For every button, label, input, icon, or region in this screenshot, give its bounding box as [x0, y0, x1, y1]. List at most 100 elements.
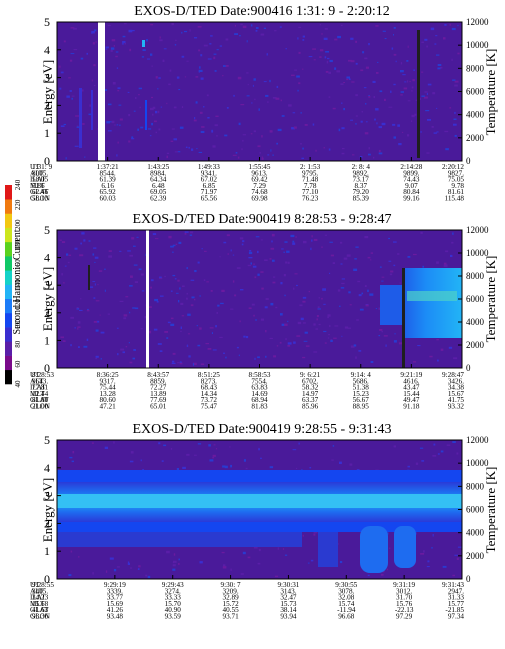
noise-speck — [284, 294, 286, 297]
noise-speck — [406, 60, 409, 62]
noise-speck — [138, 268, 142, 271]
noise-speck — [261, 156, 263, 159]
noise-speck — [452, 574, 455, 577]
noise-speck — [71, 95, 75, 97]
noise-speck — [307, 562, 310, 564]
colorbar-swatch — [5, 369, 12, 385]
orbit-cell: 47.21 — [100, 403, 117, 411]
noise-speck — [281, 248, 284, 250]
noise-speck — [198, 49, 201, 52]
noise-speck — [358, 294, 362, 297]
noise-speck — [310, 247, 312, 251]
panel-1-feature — [142, 40, 145, 47]
noise-speck — [234, 33, 238, 35]
noise-speck — [203, 44, 208, 47]
noise-speck — [401, 131, 404, 133]
noise-speck — [203, 106, 205, 108]
noise-speck — [379, 266, 382, 268]
noise-speck — [431, 126, 434, 128]
noise-speck — [346, 78, 349, 81]
noise-speck — [111, 39, 116, 42]
noise-speck — [70, 316, 74, 319]
noise-speck — [457, 24, 459, 27]
noise-speck — [315, 149, 317, 152]
noise-speck — [454, 84, 458, 87]
noise-speck — [125, 296, 129, 298]
right-tick-label: 6000 — [466, 505, 485, 515]
noise-speck — [158, 442, 161, 445]
noise-speck — [361, 111, 363, 113]
noise-speck — [180, 330, 182, 332]
noise-speck — [204, 250, 207, 252]
noise-speck — [421, 460, 425, 462]
noise-speck — [265, 298, 269, 300]
noise-speck — [117, 90, 120, 92]
noise-speck — [375, 25, 379, 27]
noise-speck — [291, 127, 295, 130]
noise-speck — [66, 95, 70, 98]
noise-speck — [421, 95, 425, 97]
orbit-cell: 9899. — [403, 169, 419, 177]
noise-speck — [234, 24, 236, 27]
noise-speck — [437, 67, 441, 70]
noise-speck — [70, 344, 72, 347]
noise-speck — [108, 121, 113, 123]
orbit-row-label: UT — [30, 581, 40, 589]
noise-speck — [451, 241, 454, 244]
noise-speck — [261, 135, 263, 138]
noise-speck — [437, 64, 442, 66]
noise-speck — [376, 122, 378, 125]
noise-speck — [297, 37, 299, 40]
orbit-cell: 41.26 — [107, 606, 124, 614]
noise-speck — [223, 241, 227, 244]
noise-speck — [120, 348, 125, 351]
noise-speck — [170, 448, 173, 450]
orbit-cell: 31.33 — [448, 594, 465, 602]
colorbar-swatch — [5, 270, 12, 285]
panel-2-right-ticks: 0 2000 4000 6000 8000 10000 12000 — [458, 225, 489, 373]
noise-speck — [319, 49, 324, 52]
noise-speck — [240, 104, 245, 106]
orbit-cell: 8:43:57 — [147, 371, 169, 379]
noise-speck — [445, 250, 449, 253]
noise-speck — [328, 334, 330, 336]
noise-speck — [290, 234, 295, 238]
noise-speck — [255, 319, 257, 321]
orbit-cell: 49.47 — [403, 396, 420, 404]
noise-speck — [258, 548, 261, 552]
noise-speck — [200, 54, 203, 57]
noise-speck — [91, 442, 94, 444]
noise-speck — [188, 146, 190, 149]
noise-speck — [367, 289, 369, 292]
orbit-cell: 9892. — [353, 169, 369, 177]
noise-speck — [346, 254, 351, 257]
panel-3-band-core — [57, 494, 462, 508]
noise-speck — [199, 111, 203, 114]
noise-speck — [135, 97, 137, 99]
noise-speck — [426, 45, 428, 48]
noise-speck — [283, 251, 285, 253]
noise-speck — [280, 282, 283, 285]
right-tick-label: 0 — [466, 156, 471, 166]
noise-speck — [140, 126, 144, 129]
noise-speck — [373, 96, 375, 99]
orbit-cell: 97.29 — [396, 613, 413, 621]
noise-speck — [186, 60, 189, 62]
noise-speck — [230, 464, 232, 468]
noise-speck — [398, 342, 403, 345]
orbit-cell: 93.36 — [32, 613, 49, 621]
noise-speck — [368, 153, 371, 156]
noise-speck — [279, 26, 282, 28]
noise-speck — [129, 311, 131, 314]
noise-speck — [178, 241, 182, 244]
noise-speck — [213, 56, 216, 60]
noise-speck — [313, 238, 318, 241]
noise-speck — [236, 267, 241, 269]
noise-speck — [232, 254, 235, 256]
noise-speck — [206, 94, 209, 97]
noise-speck — [270, 302, 274, 306]
noise-speck — [312, 48, 316, 50]
orbit-cell: 76.23 — [302, 195, 319, 203]
orbit-cell: 65.92 — [100, 188, 117, 196]
